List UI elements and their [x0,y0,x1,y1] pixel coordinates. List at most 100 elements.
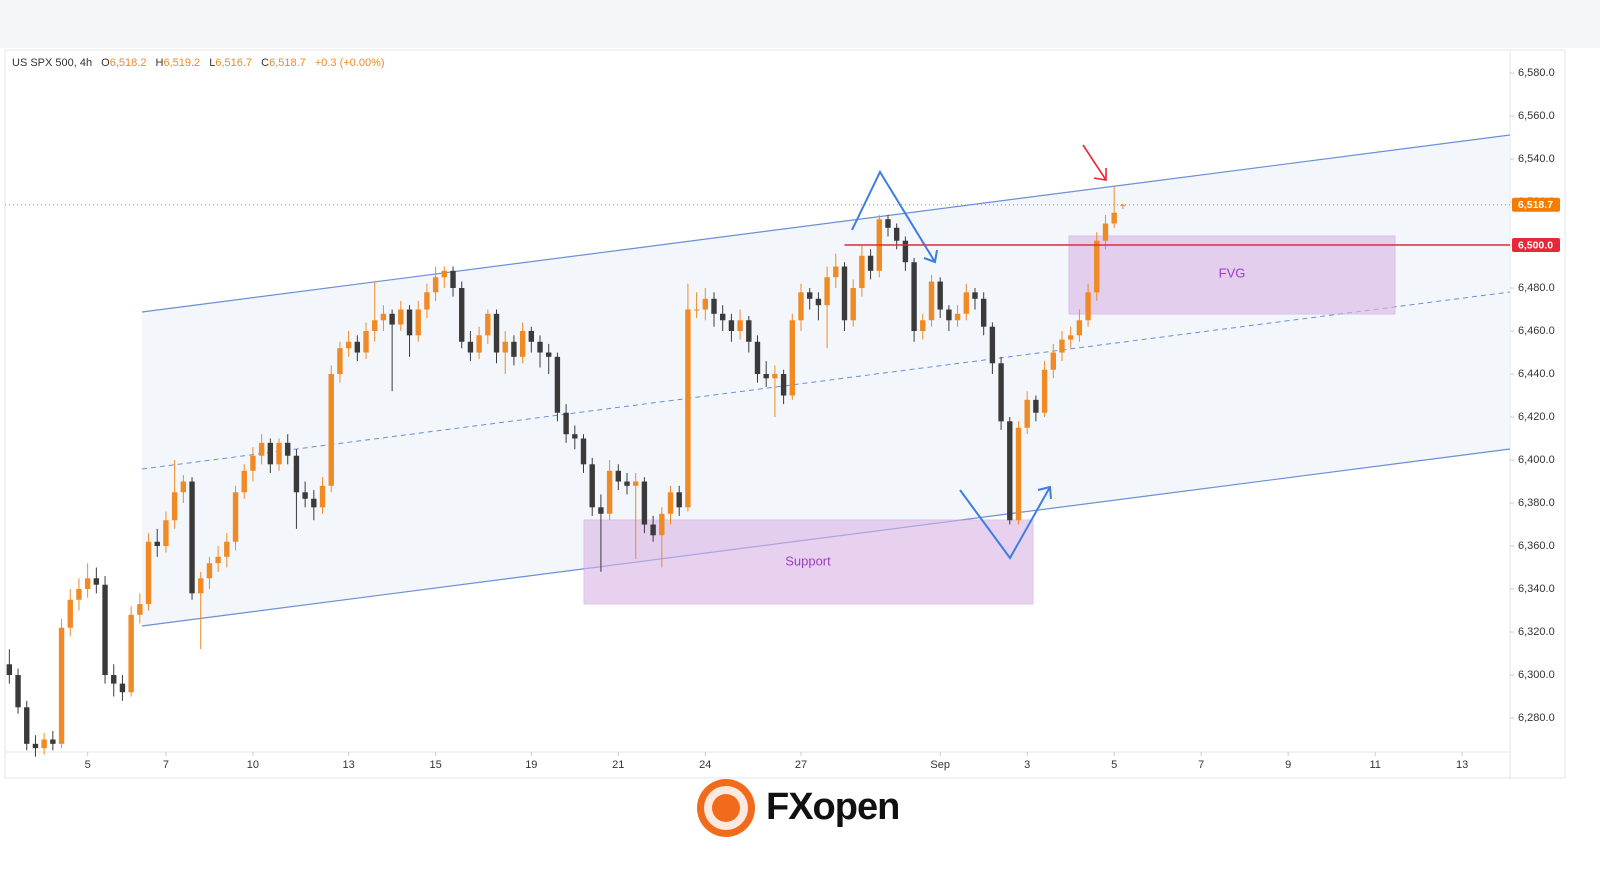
x-tick-label: 11 [1369,759,1380,771]
price-tag [1512,238,1560,253]
candle-body [319,485,326,508]
candle-body [84,578,91,590]
candle-body [806,292,813,299]
candle-body [189,481,195,594]
support-zone [583,519,1034,605]
candle-body [850,288,856,321]
x-tick-label: Sep [930,759,950,771]
symbol: US SPX 500, 4h [12,57,92,69]
legend-header: US SPX 500, 4h O6,518.2 H6,519.2 L6,516.… [12,57,385,69]
candle-body [789,320,795,396]
y-tick-label: 6,480.0 [1518,282,1555,294]
candle-body [32,743,39,749]
candle-body [624,481,630,486]
candle-body [1111,212,1117,224]
candle-body [711,298,717,314]
candle-body [337,348,343,375]
fvg-zone [1068,235,1396,315]
candle-body [154,541,160,547]
candle-body [859,255,865,289]
channel-mid [141,291,1511,470]
x-tick-label: 5 [85,759,91,771]
candle-body [998,363,1004,422]
candle-body [1085,292,1091,321]
candle-body [258,442,265,456]
candle-body [502,341,508,353]
candle-body [102,584,108,676]
y-tick-label: 6,380.0 [1518,497,1555,509]
candle-body [406,309,413,336]
logo-icon-core [712,794,740,822]
x-tick-label: 3 [1024,759,1030,771]
y-tick-label: 6,320.0 [1518,626,1555,638]
candle-body [902,240,909,263]
candle-body [659,513,665,536]
candle-body [163,520,169,547]
candle-body [1076,320,1083,336]
l-label: L [209,57,215,69]
candles [6,186,1126,757]
arrowhead [1093,168,1107,181]
candle-body [293,455,300,493]
candle-body [1059,339,1065,353]
y-tick-label: 6,460.0 [1518,325,1555,337]
top-strip [0,0,1600,48]
candle-body [641,481,648,525]
candle-body [580,438,587,465]
candle-body [206,563,213,579]
candle-body [232,492,239,542]
x-tick-label: 19 [525,759,537,771]
candle-body [450,270,456,289]
candle-body [380,313,387,321]
candle-body [763,374,769,379]
candle-body [1050,352,1056,370]
candle-body [215,556,221,564]
candle-body [485,313,491,336]
x-tick-label: 5 [1111,759,1117,771]
candle-body [111,675,117,684]
candle-body [772,374,778,379]
candle-body [311,498,317,508]
candle-body [415,309,421,336]
candle-body [424,292,430,310]
candle-body [928,281,935,321]
candle-body [285,442,291,456]
candle-body [93,578,100,585]
candle-body [685,309,691,508]
candle-body [1015,427,1022,521]
zigzag-arrow [851,169,936,263]
candle-body [650,524,656,536]
candle-body [606,470,613,514]
candle-body [920,320,926,332]
candle-body [363,331,369,353]
candle-body [737,320,743,332]
candle-body [76,589,82,600]
candle-body [1041,369,1048,413]
candle-body [1094,240,1100,293]
candle-body [198,578,204,594]
candle-body [15,675,21,708]
candle-body [937,281,943,310]
candle-body [676,492,682,508]
candle-body [467,341,474,353]
candle-body [224,541,230,557]
candle-body [250,455,256,471]
candle-body [537,341,543,353]
candle-body [398,309,404,325]
candle-body [1007,421,1013,521]
candle-body [1024,399,1030,428]
arrowhead [1037,485,1052,500]
y-tick-label: 6,580.0 [1518,67,1555,79]
candle-body [554,356,561,413]
candle-body [946,309,952,321]
h-label: H [156,57,164,69]
candle-body [841,266,848,321]
x-tick-label: 24 [699,759,711,771]
candle-body [833,266,839,278]
candle-body [354,341,361,353]
candle-body [798,292,804,321]
candle-body [519,331,526,357]
candle-body [754,341,761,375]
candle-body [1067,335,1074,340]
price-tag-label: 6,500.0 [1518,239,1553,251]
